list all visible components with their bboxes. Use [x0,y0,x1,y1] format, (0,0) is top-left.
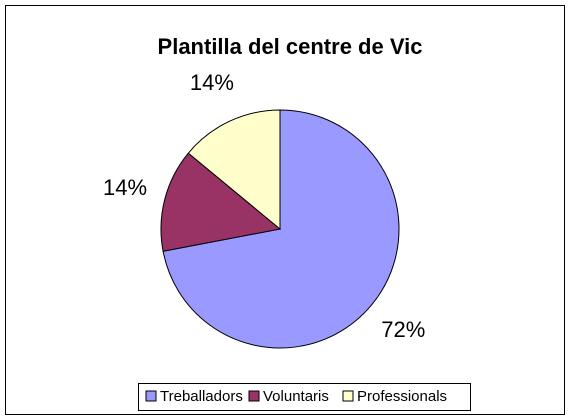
legend-swatch [342,390,354,402]
pie-slice [162,109,400,349]
chart-title: Plantilla del centre de Vic [158,34,423,59]
pie-slice [187,109,281,231]
legend-label: Professionals [357,388,447,405]
data-label: 14% [190,70,234,95]
legend-label: Treballadors [160,388,243,405]
legend-label: Voluntaris [263,388,329,405]
pie-slice [160,152,282,252]
legend-swatch [248,390,260,402]
data-label: 14% [103,175,147,200]
legend-swatch [145,390,157,402]
legend-box [138,383,471,411]
data-label: 72% [381,317,425,342]
